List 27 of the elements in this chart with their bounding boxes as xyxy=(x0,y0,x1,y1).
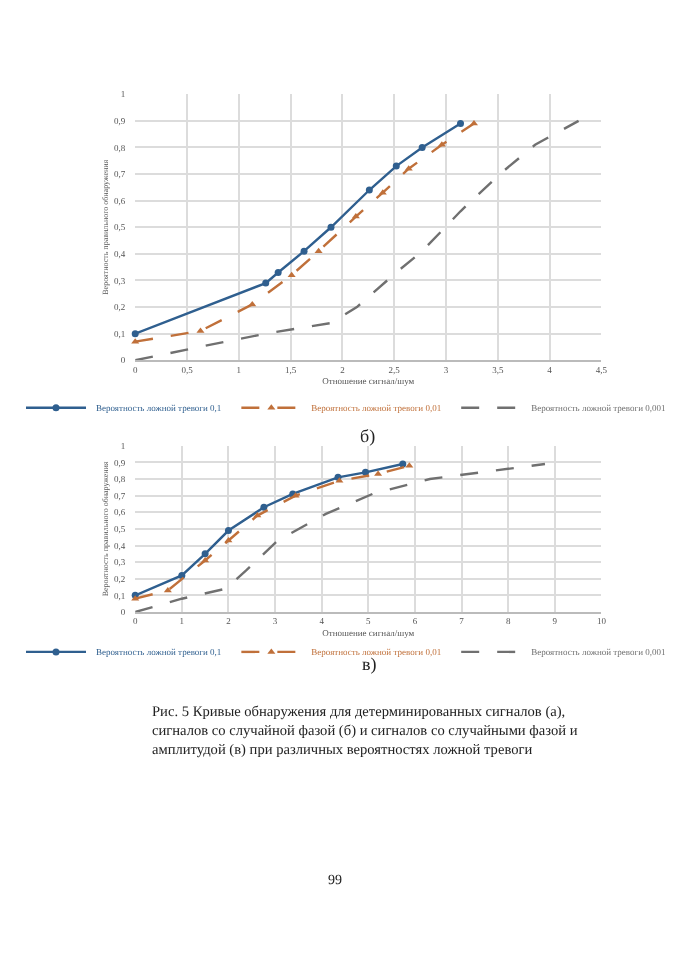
point xyxy=(224,537,233,543)
text: в) xyxy=(362,654,377,674)
point xyxy=(131,330,139,338)
point xyxy=(314,247,323,253)
point xyxy=(201,550,209,558)
point xyxy=(374,470,383,476)
point xyxy=(418,143,426,151)
point xyxy=(262,279,270,287)
point xyxy=(362,468,369,476)
point xyxy=(260,503,268,511)
point xyxy=(163,586,172,593)
point xyxy=(201,556,210,563)
point xyxy=(287,271,296,277)
line-series xyxy=(135,462,547,612)
point xyxy=(224,527,232,535)
annotation: б) xyxy=(360,426,376,446)
point xyxy=(300,247,308,255)
point xyxy=(437,141,446,147)
point xyxy=(392,162,400,170)
point xyxy=(196,327,205,333)
point xyxy=(248,300,257,307)
point xyxy=(457,120,464,128)
point xyxy=(327,223,335,231)
point xyxy=(253,512,262,518)
line-series xyxy=(135,119,580,361)
point xyxy=(365,186,373,194)
point xyxy=(274,268,282,276)
